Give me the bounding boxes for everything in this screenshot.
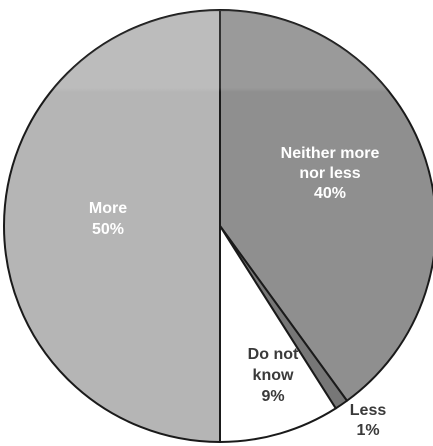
slice-label-do-not-know: Do not know 9%	[248, 346, 299, 405]
slices-layer	[3, 9, 433, 443]
slice-label-less: Less 1%	[350, 402, 387, 439]
slice-name-label: Neither more	[281, 145, 380, 162]
slice-label-neither-more-nor-less: Neither more nor less 40%	[281, 145, 380, 202]
slice-label-more: More 50%	[89, 200, 127, 238]
labels-layer: Neither more nor less 40% Less 1% Do not know 9…	[89, 145, 386, 439]
slice-name-label: know	[253, 367, 294, 384]
slice-value-label: 9%	[261, 388, 284, 405]
slice-name-label: Do not	[248, 346, 299, 363]
slice-value-label: 1%	[356, 422, 379, 439]
slice-name-label: More	[89, 200, 127, 217]
slice-name-label: nor less	[299, 165, 360, 182]
slice-value-label: 40%	[314, 185, 346, 202]
slice-name-label: Less	[350, 402, 387, 419]
slice-value-label: 50%	[92, 221, 124, 238]
